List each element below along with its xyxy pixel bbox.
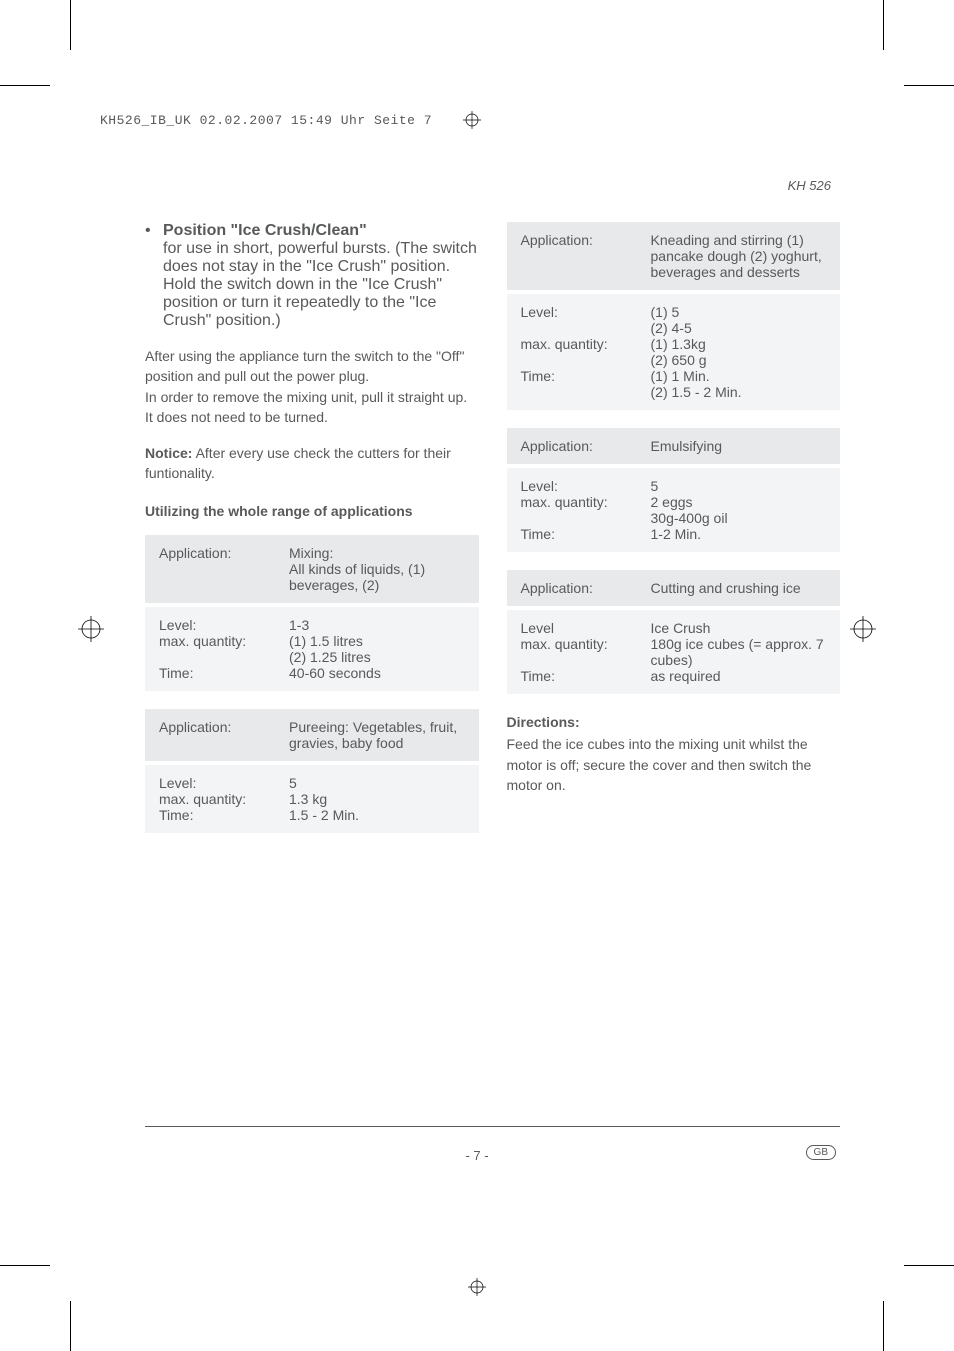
level-value: (1) 5 (2) 4-5 xyxy=(651,304,827,336)
time-label: Time: xyxy=(159,665,289,681)
model-number: KH 526 xyxy=(788,178,831,193)
crop-mark xyxy=(883,1301,884,1351)
level-value: Ice Crush xyxy=(651,620,827,636)
level-label: Level xyxy=(521,620,651,636)
bullet-title: Position "Ice Crush/Clean" xyxy=(163,222,367,239)
time-label: Time: xyxy=(521,668,651,684)
app-value: Pureeing: Vegetables, fruit, gravies, ba… xyxy=(289,719,465,751)
level-label: Level: xyxy=(159,617,289,633)
qty-label: max. quantity: xyxy=(521,336,651,368)
app-value: Kneading and stirring (1) pancake dough … xyxy=(651,232,827,280)
application-table-emulsifying: Application: Emulsifying Level: 5 max. q… xyxy=(507,428,841,552)
right-column: Application: Kneading and stirring (1) p… xyxy=(507,222,841,851)
level-value: 5 xyxy=(651,478,827,494)
qty-label: max. quantity: xyxy=(521,636,651,668)
page-content: • Position "Ice Crush/Clean" for use in … xyxy=(145,222,840,851)
time-label: Time: xyxy=(159,807,289,823)
crop-mark xyxy=(0,1265,50,1266)
level-value: 5 xyxy=(289,775,465,791)
app-value: Emulsifying xyxy=(651,438,827,454)
app-label: Application: xyxy=(521,438,651,454)
left-column: • Position "Ice Crush/Clean" for use in … xyxy=(145,222,479,851)
qty-value: (1) 1.5 litres (2) 1.25 litres xyxy=(289,633,465,665)
bullet-dot: • xyxy=(145,222,163,330)
footer-rule xyxy=(145,1126,840,1127)
directions: Directions: Feed the ice cubes into the … xyxy=(507,712,841,795)
time-label: Time: xyxy=(521,526,651,542)
registration-mark-icon xyxy=(468,1278,486,1296)
crop-mark xyxy=(70,1301,71,1351)
paragraph: After using the appliance turn the switc… xyxy=(145,346,479,427)
app-label: Application: xyxy=(521,580,651,596)
time-value: (1) 1 Min. (2) 1.5 - 2 Min. xyxy=(651,368,827,400)
app-value: Cutting and crushing ice xyxy=(651,580,827,596)
app-label: Application: xyxy=(521,232,651,280)
level-value: 1-3 xyxy=(289,617,465,633)
directions-text: Feed the ice cubes into the mixing unit … xyxy=(507,736,812,793)
qty-value: 180g ice cubes (= approx. 7 cubes) xyxy=(651,636,827,668)
application-table-ice: Application: Cutting and crushing ice Le… xyxy=(507,570,841,694)
crop-mark xyxy=(883,0,884,50)
app-label: Application: xyxy=(159,719,289,751)
registration-mark-icon xyxy=(78,616,104,642)
print-header: KH526_IB_UK 02.02.2007 15:49 Uhr Seite 7 xyxy=(100,113,432,128)
bullet-item: • Position "Ice Crush/Clean" for use in … xyxy=(145,222,479,330)
time-value: 40-60 seconds xyxy=(289,665,465,681)
app-label: Application: xyxy=(159,545,289,593)
level-label: Level: xyxy=(521,478,651,494)
level-label: Level: xyxy=(159,775,289,791)
crop-mark xyxy=(70,0,71,50)
time-value: 1-2 Min. xyxy=(651,526,827,542)
app-value: Mixing: All kinds of liquids, (1) bevera… xyxy=(289,545,465,593)
qty-label: max. quantity: xyxy=(521,494,651,526)
application-table-mixing: Application: Mixing: All kinds of liquid… xyxy=(145,535,479,691)
application-table-pureeing: Application: Pureeing: Vegetables, fruit… xyxy=(145,709,479,833)
qty-value: 1.3 kg xyxy=(289,791,465,807)
notice-paragraph: Notice: After every use check the cutter… xyxy=(145,443,479,484)
level-label: Level: xyxy=(521,304,651,336)
qty-value: 2 eggs 30g-400g oil xyxy=(651,494,827,526)
notice-label: Notice: xyxy=(145,445,192,461)
crop-mark xyxy=(0,85,50,86)
region-badge: GB xyxy=(806,1145,836,1160)
time-value: as required xyxy=(651,668,827,684)
crop-mark xyxy=(904,1265,954,1266)
time-label: Time: xyxy=(521,368,651,400)
qty-value: (1) 1.3kg (2) 650 g xyxy=(651,336,827,368)
qty-label: max. quantity: xyxy=(159,791,289,807)
crop-mark xyxy=(904,85,954,86)
bullet-body: for use in short, powerful bursts. (The … xyxy=(163,240,477,329)
registration-mark-icon xyxy=(463,111,481,129)
directions-label: Directions: xyxy=(507,712,841,732)
application-table-kneading: Application: Kneading and stirring (1) p… xyxy=(507,222,841,410)
registration-mark-icon xyxy=(850,616,876,642)
time-value: 1.5 - 2 Min. xyxy=(289,807,465,823)
section-heading: Utilizing the whole range of application… xyxy=(145,502,479,522)
qty-label: max. quantity: xyxy=(159,633,289,665)
